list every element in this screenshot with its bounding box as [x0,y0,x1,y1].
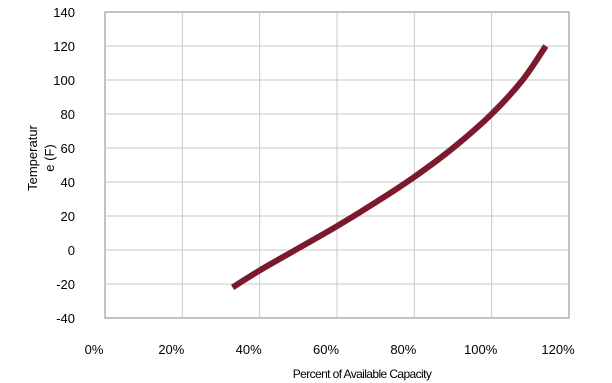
y-tick-label: 40 [61,175,75,190]
x-tick-label: 60% [313,342,339,357]
x-axis-label: Percent of Available Capacity [293,367,432,381]
y-tick-label: 60 [61,141,75,156]
y-tick-label: -40 [56,311,75,326]
y-tick-label: 80 [61,107,75,122]
x-tick-label: 20% [158,342,184,357]
y-tick-label: -20 [56,277,75,292]
y-tick-label: 120 [53,39,75,54]
y-axis-label-line1: Temperatur [25,124,40,190]
x-tick-label: 120% [541,342,575,357]
y-tick-label: 140 [53,5,75,20]
y-tick-label: 20 [61,209,75,224]
x-tick-label: 40% [236,342,262,357]
y-gridlines [105,45,569,285]
x-tick-label: 0% [85,342,104,357]
x-tick-labels: 0% 20% 40% 60% 80% 100% 120% [85,342,575,357]
y-tick-labels: 140 120 100 80 60 40 20 0 -20 -40 [53,5,75,326]
y-axis-label-line2: e (F) [42,144,57,171]
x-tick-label: 80% [390,342,416,357]
series-line [231,44,549,290]
series-layer [231,44,549,290]
y-tick-label: 100 [53,73,75,88]
x-tick-label: 100% [464,342,498,357]
y-tick-label: 0 [68,243,75,258]
